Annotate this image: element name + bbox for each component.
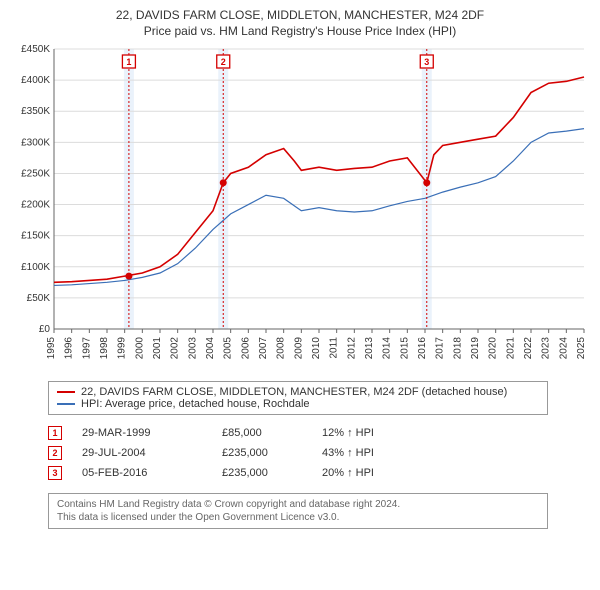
x-axis-label: 2020 [488,337,499,360]
x-axis-label: 2004 [205,337,216,360]
transaction-price: £85,000 [222,427,302,439]
x-axis-label: 2000 [134,337,145,360]
title-line-2: Price paid vs. HM Land Registry's House … [8,24,592,40]
transaction-hpi: 43% ↑ HPI [322,447,402,459]
x-axis-label: 2022 [523,337,534,360]
x-axis-label: 2005 [223,337,234,360]
transaction-row: 2 29-JUL-2004 £235,000 43% ↑ HPI [48,443,548,463]
transaction-dot [423,179,430,186]
legend-swatch [57,403,75,405]
x-axis-label: 2016 [417,337,428,360]
x-axis-label: 2010 [311,337,322,360]
x-axis-label: 2001 [152,337,163,360]
y-axis-label: £250K [21,169,50,180]
transaction-price: £235,000 [222,467,302,479]
y-axis-label: £50K [27,293,51,304]
footer-line-1: Contains HM Land Registry data © Crown c… [57,498,539,511]
y-axis-label: £450K [21,44,50,55]
transaction-row-marker: 2 [48,446,62,460]
x-axis-label: 2021 [505,337,516,360]
x-axis-label: 2003 [187,337,198,360]
chart-container: £0 £50K £100K £150K £200K £250K £300K £350K £400… [8,43,592,373]
y-axis-label: £0 [39,324,51,335]
x-axis-label: 2019 [470,337,481,360]
x-axis-label: 1996 [64,337,75,360]
x-axis-label: 2014 [382,337,393,360]
y-axis-label: £200K [21,200,50,211]
transaction-row: 1 29-MAR-1999 £85,000 12% ↑ HPI [48,423,548,443]
price-chart: £0 £50K £100K £150K £200K £250K £300K £350K £400… [8,43,592,373]
chart-title-block: 22, DAVIDS FARM CLOSE, MIDDLETON, MANCHE… [8,8,592,39]
x-axis-label: 1995 [46,337,57,360]
transactions-table: 1 29-MAR-1999 £85,000 12% ↑ HPI 2 29-JUL-2004… [48,423,548,483]
transaction-row: 3 05-FEB-2016 £235,000 20% ↑ HPI [48,463,548,483]
transaction-row-marker: 1 [48,426,62,440]
legend-row: 22, DAVIDS FARM CLOSE, MIDDLETON, MANCHE… [57,386,539,398]
y-axis-label: £300K [21,138,50,149]
x-axis-label: 2018 [452,337,463,360]
x-axis-label: 2008 [276,337,287,360]
title-line-1: 22, DAVIDS FARM CLOSE, MIDDLETON, MANCHE… [8,8,592,24]
x-axis-label: 2025 [576,337,587,360]
transaction-row-marker: 3 [48,466,62,480]
x-axis-label: 2002 [170,337,181,360]
x-axis-label: 2007 [258,337,269,360]
x-axis-label: 1997 [81,337,92,360]
legend-swatch [57,391,75,393]
transaction-date: 29-MAR-1999 [82,427,202,439]
x-axis-label: 2009 [293,337,304,360]
footer-line-2: This data is licensed under the Open Gov… [57,511,539,524]
transaction-marker-number: 3 [424,57,429,67]
y-axis-label: £150K [21,231,50,242]
y-axis-label: £400K [21,75,50,86]
x-axis-label: 2024 [558,337,569,360]
transaction-marker-number: 2 [221,57,226,67]
transaction-hpi: 20% ↑ HPI [322,467,402,479]
legend-label: 22, DAVIDS FARM CLOSE, MIDDLETON, MANCHE… [81,386,507,398]
transaction-dot [125,273,132,280]
x-axis-label: 2011 [329,337,340,359]
x-axis-label: 1998 [99,337,110,360]
y-axis-label: £350K [21,106,50,117]
y-axis-label: £100K [21,262,50,273]
legend-row: HPI: Average price, detached house, Roch… [57,398,539,410]
transaction-date: 05-FEB-2016 [82,467,202,479]
x-axis-label: 2017 [435,337,446,360]
x-axis-label: 2006 [240,337,251,360]
transaction-marker-number: 1 [126,57,131,67]
x-axis-label: 1999 [117,337,128,360]
x-axis-label: 2013 [364,337,375,360]
transaction-date: 29-JUL-2004 [82,447,202,459]
x-axis-label: 2023 [541,337,552,360]
transaction-price: £235,000 [222,447,302,459]
x-axis-label: 2012 [346,337,357,360]
x-axis-label: 2015 [399,337,410,360]
legend-label: HPI: Average price, detached house, Roch… [81,398,310,410]
footer-attribution: Contains HM Land Registry data © Crown c… [48,493,548,529]
transaction-hpi: 12% ↑ HPI [322,427,402,439]
transaction-dot [220,179,227,186]
legend-box: 22, DAVIDS FARM CLOSE, MIDDLETON, MANCHE… [48,381,548,415]
